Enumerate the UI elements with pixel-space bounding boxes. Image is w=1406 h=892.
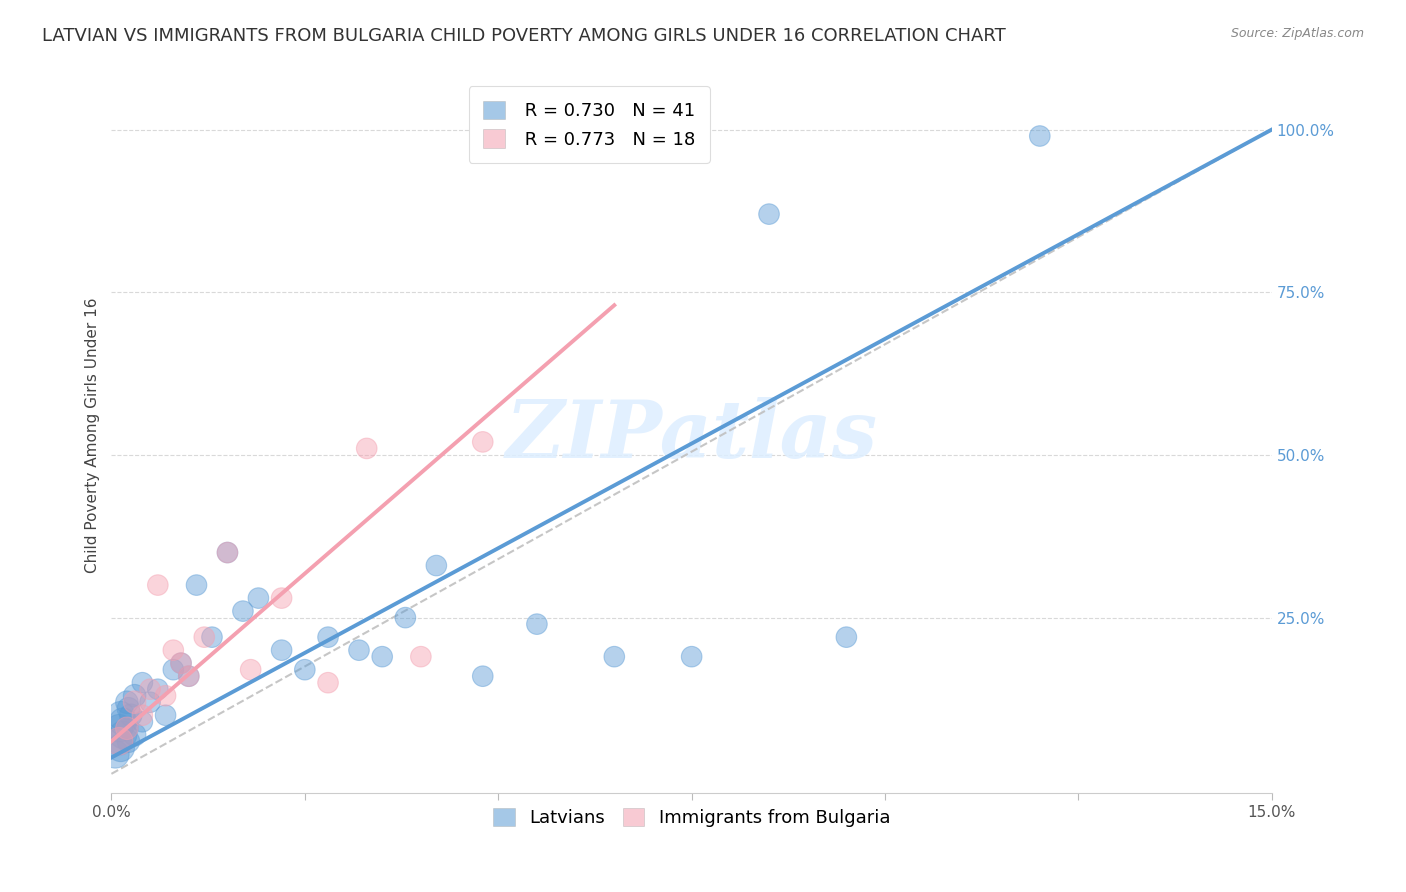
Text: ZIPatlas: ZIPatlas — [506, 397, 877, 475]
Point — [108, 721, 131, 735]
Point — [270, 591, 292, 606]
Point — [131, 714, 153, 729]
Point — [316, 630, 339, 644]
Point — [232, 604, 254, 618]
Point — [155, 689, 177, 703]
Point — [239, 663, 262, 677]
Point — [758, 207, 780, 221]
Point — [108, 734, 131, 748]
Point — [108, 734, 131, 748]
Point — [835, 630, 858, 644]
Point — [193, 630, 215, 644]
Point — [270, 643, 292, 657]
Point — [104, 747, 127, 762]
Point — [471, 669, 494, 683]
Point — [170, 656, 193, 670]
Point — [217, 545, 239, 559]
Point — [186, 578, 208, 592]
Point — [347, 643, 370, 657]
Point — [247, 591, 270, 606]
Point — [146, 682, 169, 697]
Point — [110, 740, 132, 755]
Point — [409, 649, 432, 664]
Point — [139, 682, 162, 697]
Y-axis label: Child Poverty Among Girls Under 16: Child Poverty Among Girls Under 16 — [86, 298, 100, 574]
Point — [526, 617, 548, 632]
Point — [155, 708, 177, 723]
Point — [131, 708, 153, 723]
Point — [115, 721, 138, 735]
Point — [217, 545, 239, 559]
Point — [170, 656, 193, 670]
Point — [681, 649, 703, 664]
Point — [111, 728, 134, 742]
Point — [162, 663, 184, 677]
Point — [356, 442, 378, 456]
Point — [115, 695, 138, 709]
Point — [146, 578, 169, 592]
Point — [115, 721, 138, 735]
Point — [124, 695, 146, 709]
Text: Source: ZipAtlas.com: Source: ZipAtlas.com — [1230, 27, 1364, 40]
Point — [371, 649, 394, 664]
Point — [124, 728, 146, 742]
Point — [177, 669, 200, 683]
Point — [111, 714, 134, 729]
Text: LATVIAN VS IMMIGRANTS FROM BULGARIA CHILD POVERTY AMONG GIRLS UNDER 16 CORRELATI: LATVIAN VS IMMIGRANTS FROM BULGARIA CHIL… — [42, 27, 1005, 45]
Point — [394, 610, 416, 624]
Point — [294, 663, 316, 677]
Point — [120, 708, 142, 723]
Point — [117, 734, 139, 748]
Point — [425, 558, 447, 573]
Point — [117, 702, 139, 716]
Point — [131, 675, 153, 690]
Point — [471, 434, 494, 449]
Point — [110, 708, 132, 723]
Point — [201, 630, 224, 644]
Point — [316, 675, 339, 690]
Legend: Latvians, Immigrants from Bulgaria: Latvians, Immigrants from Bulgaria — [485, 801, 897, 834]
Point — [162, 643, 184, 657]
Point — [177, 669, 200, 683]
Point — [603, 649, 626, 664]
Point — [139, 695, 162, 709]
Point — [124, 689, 146, 703]
Point — [1029, 128, 1052, 143]
